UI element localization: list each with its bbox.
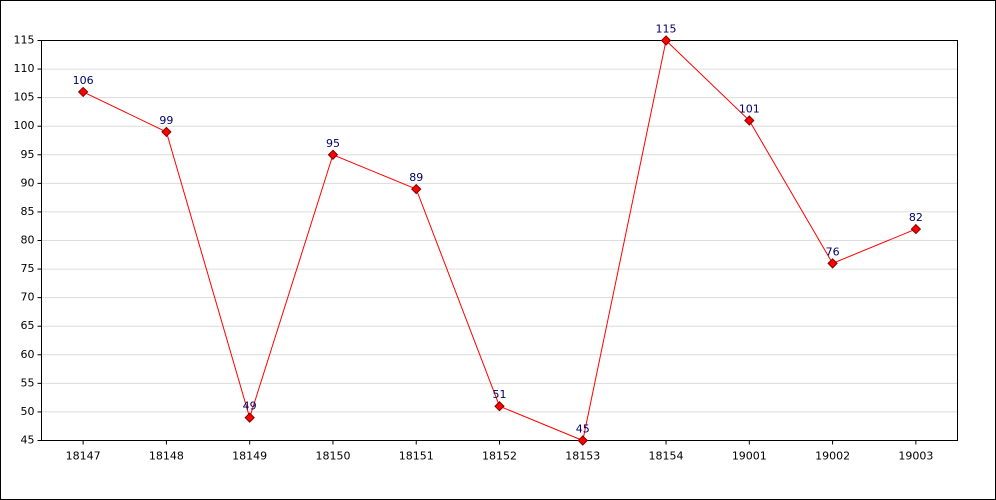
data-marker bbox=[244, 412, 255, 423]
y-tick-label: 105 bbox=[14, 91, 35, 104]
data-marker bbox=[327, 149, 339, 160]
y-tick-label: 110 bbox=[14, 62, 35, 75]
data-marker bbox=[577, 435, 588, 446]
y-tick-label: 55 bbox=[21, 376, 35, 389]
x-tick-label: 18147 bbox=[66, 450, 101, 463]
x-tick-label: 18153 bbox=[565, 450, 600, 463]
y-tick-label: 45 bbox=[21, 434, 35, 447]
x-tick-label: 19001 bbox=[732, 450, 767, 463]
data-label: 106 bbox=[73, 74, 94, 87]
data-marker bbox=[744, 115, 755, 126]
data-marker bbox=[910, 223, 922, 235]
data-label: 115 bbox=[656, 23, 677, 36]
data-label: 89 bbox=[409, 171, 423, 184]
data-marker bbox=[660, 35, 672, 46]
x-tick-label: 18150 bbox=[315, 450, 350, 463]
data-label: 49 bbox=[243, 400, 257, 413]
data-marker bbox=[411, 183, 422, 195]
data-label: 51 bbox=[493, 388, 507, 401]
y-tick-label: 70 bbox=[21, 291, 35, 304]
y-tick-label: 75 bbox=[21, 262, 35, 275]
y-tick-label: 85 bbox=[21, 205, 35, 218]
y-tick-label: 50 bbox=[21, 405, 35, 418]
y-tick-label: 60 bbox=[21, 348, 35, 361]
data-marker bbox=[161, 126, 172, 138]
x-tick-label: 18154 bbox=[649, 450, 684, 463]
x-tick-label: 18148 bbox=[149, 450, 184, 463]
y-tick-label: 100 bbox=[14, 119, 35, 132]
data-label: 101 bbox=[739, 103, 760, 116]
y-tick-label: 115 bbox=[14, 34, 35, 47]
data-label: 95 bbox=[326, 137, 340, 150]
data-label: 76 bbox=[826, 245, 840, 258]
data-label: 82 bbox=[909, 211, 923, 224]
data-marker bbox=[494, 401, 505, 412]
y-tick-label: 95 bbox=[21, 148, 35, 161]
x-tick-label: 19003 bbox=[898, 450, 933, 463]
data-label: 45 bbox=[576, 423, 590, 436]
x-tick-label: 18152 bbox=[482, 450, 517, 463]
x-tick-label: 18151 bbox=[399, 450, 434, 463]
x-tick-label: 19002 bbox=[815, 450, 850, 463]
y-tick-label: 90 bbox=[21, 176, 35, 189]
data-marker bbox=[77, 86, 89, 98]
y-tick-label: 65 bbox=[21, 319, 35, 332]
x-tick-label: 18149 bbox=[232, 450, 267, 463]
data-marker bbox=[827, 258, 838, 269]
y-tick-label: 80 bbox=[21, 234, 35, 247]
data-label: 99 bbox=[159, 114, 173, 127]
